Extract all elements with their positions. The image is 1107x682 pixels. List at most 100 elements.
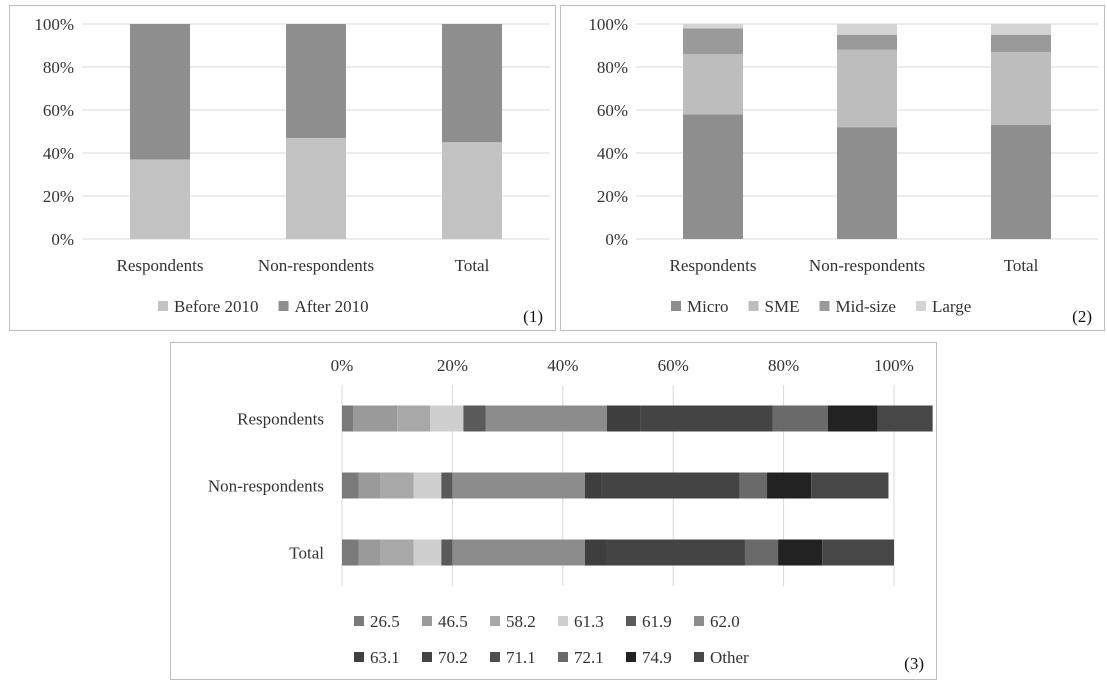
bar-segment [837,24,897,35]
legend-swatch [671,301,681,311]
bar-segment [811,472,889,499]
legend-label: 70.2 [438,648,468,667]
x-category-label: Total [1004,256,1039,275]
bar-segment [827,405,878,432]
bar-segment [441,472,453,499]
x-category-label: Non-respondents [258,256,374,275]
bar-segment [822,539,894,566]
legend-swatch [422,616,432,626]
x-category-label: Respondents [117,256,204,275]
y-category-label: Respondents [237,410,324,429]
panel-number: (2) [1072,307,1092,326]
bar-segment [837,49,897,128]
chart-panel-2: 0% 20% 40% 60% 80% 100% Respondents Non-respond… [560,5,1105,331]
bar-segment [413,472,442,499]
bar-segment [640,405,773,432]
legend-label: Before 2010 [174,297,259,316]
bar-segment [342,539,359,566]
bar-segment [683,114,743,239]
bar-segment [452,539,585,566]
x-tick-label: 0% [331,356,354,375]
legend-label: 72.1 [574,648,604,667]
x-category-label: Total [455,256,490,275]
bar-segment [342,472,359,499]
chart-panel-1: 0% 20% 40% 60% 80% 100% Respondents Non-respond… [9,5,556,331]
legend-swatch [694,616,704,626]
y-tick-label: 20% [597,187,628,206]
bar-segment [778,539,823,566]
legend-swatch [626,652,636,662]
legend-label: 61.9 [642,612,672,631]
bar-segment [413,539,442,566]
bar-segment [877,405,933,432]
legend-label: Micro [687,297,729,316]
chart-3-svg: 0% 20% 40% 60% 80% 100% Respondents Non-respond… [208,356,933,673]
x-tick-label: 20% [437,356,468,375]
y-tick-label: 40% [43,144,74,163]
legend-label: After 2010 [295,297,369,316]
bar-segment [837,34,897,50]
bar-segment [286,137,346,239]
legend-swatch [490,652,500,662]
y-category-label: Non-respondents [208,477,324,496]
bar-segment [452,472,585,499]
bar-segment [584,539,607,566]
y-tick-label: 20% [43,187,74,206]
bar-segment [837,127,897,239]
legend-swatch [915,301,926,311]
legend-label: Large [932,297,971,316]
bar-segment [130,24,190,160]
bar-segment [772,405,828,432]
y-tick-label: 100% [588,15,628,34]
y-tick-label: 100% [34,15,74,34]
x-tick-label: 80% [768,356,799,375]
bar-segment [442,24,502,143]
bar-segment [683,28,743,55]
legend-label: 74.9 [642,648,672,667]
x-tick-label: 100% [874,356,914,375]
legend-swatch [422,652,432,662]
legend-label: Other [710,648,749,667]
legend-swatch [694,652,704,662]
legend-swatch [558,652,568,662]
legend-label: 46.5 [438,612,468,631]
legend-label: 71.1 [506,648,536,667]
bar-segment [606,539,745,566]
bar-segment [463,405,486,432]
bar-segment [130,159,190,239]
bar-segment [991,51,1051,126]
y-tick-label: 0% [51,230,74,249]
bar-segment [286,24,346,138]
legend-swatch [819,301,830,311]
legend-swatch [748,301,759,311]
bar-segment [485,405,607,432]
y-tick-label: 80% [597,58,628,77]
legend-swatch [158,301,168,311]
bar-segment [430,405,464,432]
legend-swatch [354,652,364,662]
legend-label: 26.5 [370,612,400,631]
legend-label: SME [765,297,800,316]
bar-segment [442,142,502,239]
bar-segment [584,472,602,499]
legend-label: 61.3 [574,612,604,631]
x-tick-label: 60% [658,356,689,375]
legend-swatch [558,616,568,626]
bar-segment [991,125,1051,239]
x-category-label: Non-respondents [809,256,925,275]
legend-swatch [278,301,289,311]
bar-segment [358,539,381,566]
y-tick-label: 0% [605,230,628,249]
bar-segment [380,472,414,499]
bar-segment [744,539,779,566]
chart-1-svg: 0% 20% 40% 60% 80% 100% Respondents Non-respond… [34,15,550,326]
bar-segment [991,24,1051,35]
legend-label: Mid-size [836,297,896,316]
y-tick-label: 60% [43,101,74,120]
y-tick-label: 60% [597,101,628,120]
bar-segment [358,472,381,499]
chart-2-svg: 0% 20% 40% 60% 80% 100% Respondents Non-respond… [588,15,1098,326]
y-tick-label: 80% [43,58,74,77]
legend-swatch [490,616,500,626]
bar-segment [739,472,768,499]
